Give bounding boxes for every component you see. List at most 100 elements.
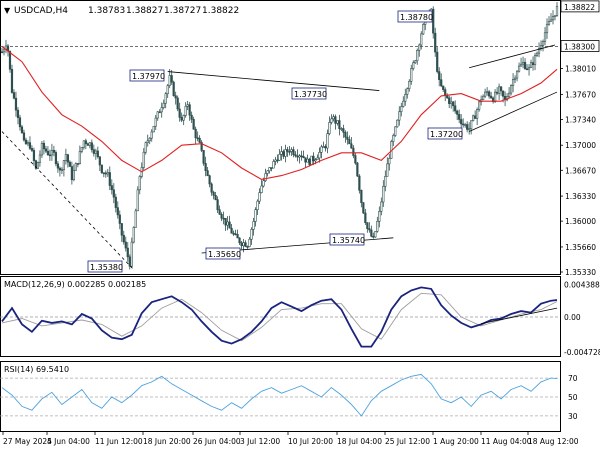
candle-body	[460, 119, 463, 125]
candle	[416, 48, 419, 65]
candle-body	[142, 151, 145, 168]
candle-body	[116, 207, 119, 216]
price-pane[interactable]	[0, 0, 561, 275]
candle-body	[48, 154, 52, 157]
candle	[324, 144, 327, 152]
candle	[380, 197, 383, 216]
candle	[256, 199, 259, 216]
candle-body	[500, 86, 503, 92]
candle-body	[208, 175, 211, 185]
moving-average-line	[1, 46, 558, 180]
candle	[12, 89, 16, 100]
macd-pane[interactable]	[0, 276, 561, 357]
price-annotation-box	[397, 10, 433, 23]
candle	[438, 67, 441, 87]
candle	[334, 114, 337, 130]
candle-body	[82, 140, 85, 148]
candle-body	[38, 154, 42, 163]
candle	[74, 162, 77, 171]
candle-body	[152, 125, 155, 133]
candle-body	[476, 109, 479, 119]
candle-body	[100, 164, 103, 173]
candle-body	[312, 155, 315, 162]
candle-body	[274, 159, 277, 162]
candle	[496, 87, 499, 96]
candle	[529, 59, 533, 68]
candle	[346, 131, 349, 145]
candle-body	[272, 161, 275, 169]
candle	[294, 151, 297, 158]
rsi-pane[interactable]	[0, 361, 561, 432]
candle-body	[304, 157, 307, 163]
candle	[246, 245, 249, 249]
price-annotation: 1.37730	[291, 87, 327, 100]
candle-body	[356, 162, 359, 177]
candle-body	[537, 48, 541, 54]
candle-body	[509, 85, 513, 94]
candle-body	[16, 109, 20, 119]
candle	[250, 227, 253, 245]
candle-body	[282, 151, 285, 157]
candle-body	[62, 160, 65, 171]
candle-body	[92, 149, 95, 154]
candle-body	[168, 75, 171, 86]
candle	[304, 157, 307, 168]
candle-body	[28, 142, 32, 149]
candle-body	[372, 236, 375, 238]
candle	[268, 167, 271, 174]
candle	[134, 208, 137, 228]
price-annotation-box	[87, 260, 123, 273]
candle	[224, 218, 227, 231]
candle-body	[414, 60, 417, 64]
price-annotation: 1.37200	[427, 127, 463, 140]
candle-body	[8, 50, 12, 70]
candle	[466, 121, 469, 133]
candle	[186, 100, 189, 111]
candle-body	[452, 101, 455, 107]
candle-body	[146, 140, 149, 144]
price-tick-label: 1.37670	[565, 90, 596, 99]
price-annotation: 1.35740	[329, 233, 365, 246]
candle	[384, 170, 387, 192]
candle-body	[32, 150, 36, 161]
candle	[194, 126, 197, 145]
candle	[216, 196, 219, 213]
candle-body	[322, 146, 325, 148]
candle	[478, 101, 481, 112]
candle	[551, 10, 555, 25]
candle	[90, 139, 93, 153]
candle-body	[496, 91, 499, 94]
candle-body	[320, 146, 323, 153]
candle	[553, 15, 557, 21]
candle	[122, 230, 125, 245]
candle-body	[551, 16, 555, 21]
candle	[410, 64, 413, 85]
candle-body	[334, 116, 337, 124]
candle	[406, 87, 409, 99]
candle	[60, 167, 63, 174]
candle	[555, 2, 559, 17]
candle-body	[432, 8, 435, 34]
candle	[322, 141, 325, 148]
candle	[142, 148, 145, 171]
candle-body	[260, 185, 263, 193]
candle	[234, 229, 237, 236]
candle	[76, 163, 79, 168]
candle-body	[374, 231, 377, 238]
candle-body	[220, 213, 223, 219]
candle	[48, 149, 52, 161]
candle	[108, 166, 111, 191]
candle-body	[406, 88, 409, 95]
candle	[274, 156, 277, 166]
candle	[462, 118, 465, 128]
candle	[284, 144, 287, 163]
candle-body	[12, 92, 16, 99]
candle-body	[517, 65, 521, 72]
menu-triangle-icon[interactable]: ▼	[4, 6, 11, 15]
candle-body	[470, 120, 473, 130]
candle-body	[402, 100, 405, 107]
price-tick-label: 1.36000	[565, 217, 596, 226]
candle-body	[136, 189, 139, 212]
candle-body	[456, 110, 459, 115]
